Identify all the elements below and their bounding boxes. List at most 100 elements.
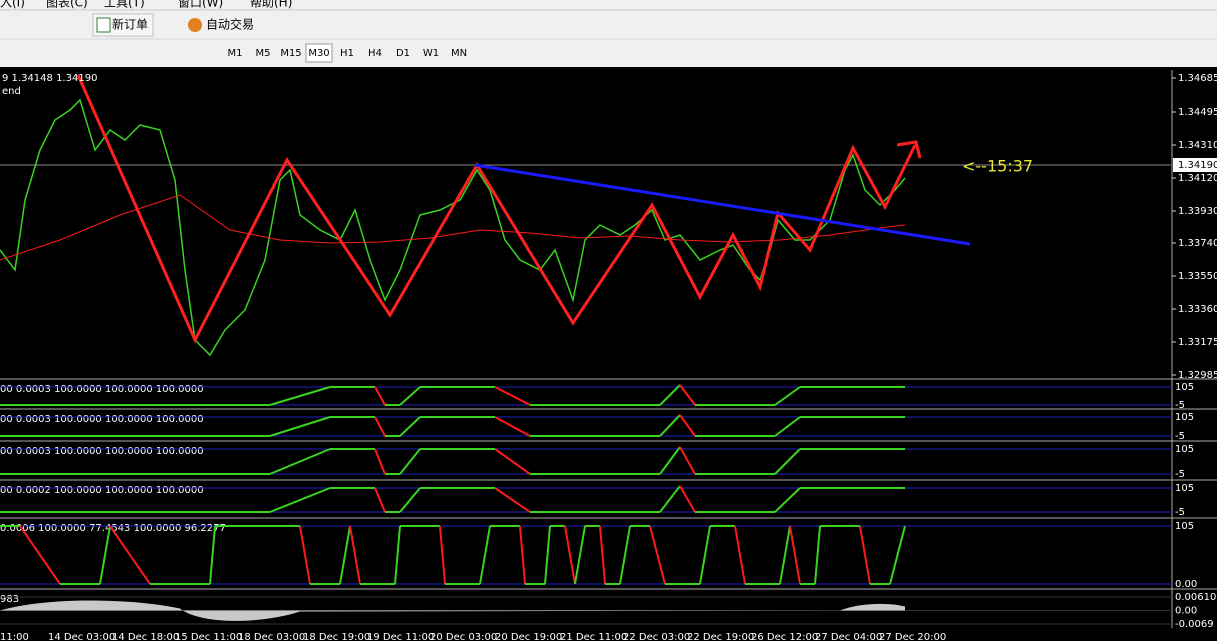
indicator-line bbox=[19, 525, 61, 585]
timeframe-button[interactable]: M15 bbox=[280, 48, 301, 59]
indicator-name: end bbox=[2, 86, 21, 97]
indicator-line bbox=[779, 525, 791, 585]
indicator-line bbox=[659, 384, 681, 406]
level-label: -0.0069 bbox=[1175, 619, 1214, 630]
level-label: 105 bbox=[1175, 483, 1194, 494]
date-label: 26 Dec 12:00 bbox=[751, 632, 818, 641]
timeframe-bar: M1 M5 M15 M30 H1 H4 D1 W1 MN bbox=[228, 43, 467, 63]
indicator-values: 983 bbox=[0, 594, 19, 605]
date-label: 27 Dec 20:00 bbox=[879, 632, 946, 641]
date-label: 22 Dec 19:00 bbox=[687, 632, 754, 641]
menu-item[interactable]: 窗口(W) bbox=[178, 0, 223, 10]
indicator-line bbox=[619, 525, 631, 585]
icon bbox=[188, 18, 202, 32]
toolbar-area bbox=[0, 0, 1217, 67]
indicator-line bbox=[679, 414, 696, 437]
indicator-line bbox=[269, 386, 331, 406]
price-label: 1.33740 bbox=[1178, 238, 1217, 249]
indicator-line bbox=[339, 525, 351, 585]
date-label: 18 Dec 03:00 bbox=[238, 632, 305, 641]
indicator-line bbox=[659, 485, 681, 513]
indicator-line bbox=[494, 416, 531, 437]
timeframe-button[interactable]: M1 bbox=[228, 48, 243, 59]
indicator-line bbox=[349, 525, 361, 585]
new-order-label[interactable]: 新订单 bbox=[112, 17, 148, 32]
zigzag bbox=[76, 74, 917, 344]
icon bbox=[96, 17, 111, 33]
indicator-line bbox=[774, 416, 801, 437]
level-label: -5 bbox=[1175, 400, 1185, 411]
level-label: 0.00 bbox=[1175, 579, 1197, 590]
level-label: -5 bbox=[1175, 469, 1185, 480]
indicator-line bbox=[774, 448, 801, 475]
indicator-line bbox=[679, 446, 696, 475]
timeframe-button[interactable]: M5 bbox=[256, 48, 271, 59]
indicator-line bbox=[649, 525, 666, 585]
indicator-line bbox=[494, 448, 531, 475]
timeframe-button[interactable]: M30 bbox=[308, 48, 329, 59]
date-label: 18 Dec 19:00 bbox=[303, 632, 370, 641]
indicator-line bbox=[564, 525, 576, 585]
level-label: 105 bbox=[1175, 444, 1194, 455]
indicator-values: 00 0.0003 100.0000 100.0000 100.0000 bbox=[0, 384, 204, 395]
indicator-line bbox=[659, 414, 681, 437]
indicator-line bbox=[374, 386, 386, 406]
timeframe-active bbox=[305, 43, 333, 63]
price-label: 1.32985 bbox=[1178, 370, 1217, 381]
timeframe-button[interactable]: H1 bbox=[340, 48, 354, 59]
auto-trade-label[interactable]: 自动交易 bbox=[206, 17, 254, 32]
price-label: 1.34310 bbox=[1178, 140, 1217, 151]
menu-item[interactable]: 工具(T) bbox=[104, 0, 145, 10]
indicator-line bbox=[269, 448, 331, 475]
indicator-line bbox=[544, 525, 551, 585]
chart-header: 9 1.34148 1.34190 bbox=[2, 73, 97, 84]
indicator-values: 00 0.0003 100.0000 100.0000 100.0000 bbox=[0, 414, 204, 425]
date-label: 21 Dec 11:00 bbox=[560, 632, 627, 641]
date-label: 11:00 bbox=[0, 632, 29, 641]
level-label: 105 bbox=[1175, 521, 1194, 532]
date-label: 19 Dec 11:00 bbox=[367, 632, 434, 641]
indicator-line bbox=[699, 525, 711, 585]
indicator-line bbox=[399, 487, 421, 513]
indicator-line bbox=[109, 525, 151, 585]
indicator-line bbox=[494, 386, 531, 406]
timeframe-button[interactable]: MN bbox=[451, 48, 467, 59]
indicator-values: 00 0.0003 100.0000 100.0000 100.0000 bbox=[0, 446, 204, 457]
indicator-line bbox=[374, 448, 386, 475]
price-label: 1.33175 bbox=[1178, 337, 1217, 348]
indicator-line bbox=[599, 525, 606, 585]
menu-item[interactable]: 图表(C) bbox=[46, 0, 88, 10]
indicator-line bbox=[209, 525, 216, 585]
moving-average bbox=[0, 194, 906, 261]
price-label: 1.33930 bbox=[1178, 206, 1217, 217]
timeframe-button[interactable]: H4 bbox=[368, 48, 382, 59]
date-label: 14 Dec 03:00 bbox=[48, 632, 115, 641]
menu-item[interactable]: 入(I) bbox=[0, 0, 25, 10]
menu-item[interactable]: 帮助(H) bbox=[250, 0, 292, 10]
timeframe-button[interactable]: D1 bbox=[396, 48, 410, 59]
timeframe-button[interactable]: W1 bbox=[423, 48, 439, 59]
indicator-line bbox=[774, 487, 801, 513]
indicator-line bbox=[734, 525, 746, 585]
indicator-line bbox=[889, 525, 906, 585]
price-label: 1.34120 bbox=[1178, 173, 1217, 184]
level-label: -5 bbox=[1175, 507, 1185, 518]
level-label: -5 bbox=[1175, 431, 1185, 442]
price-label: 1.33360 bbox=[1178, 304, 1217, 315]
level-label: 105 bbox=[1175, 382, 1194, 393]
indicator-line bbox=[859, 525, 871, 585]
indicator-line bbox=[774, 386, 801, 406]
indicator-line bbox=[269, 416, 331, 437]
histogram bbox=[0, 600, 905, 621]
annotation: <--15:37 bbox=[962, 157, 1033, 176]
arrow-head bbox=[896, 140, 922, 159]
date-label: 27 Dec 04:00 bbox=[815, 632, 882, 641]
trend-line bbox=[474, 163, 971, 246]
indicator-line bbox=[374, 487, 386, 513]
chart-area bbox=[0, 67, 1217, 641]
indicator-line bbox=[394, 525, 401, 585]
indicator-line bbox=[399, 416, 421, 437]
date-label: 14 Dec 18:00 bbox=[112, 632, 179, 641]
indicator-line bbox=[399, 386, 421, 406]
